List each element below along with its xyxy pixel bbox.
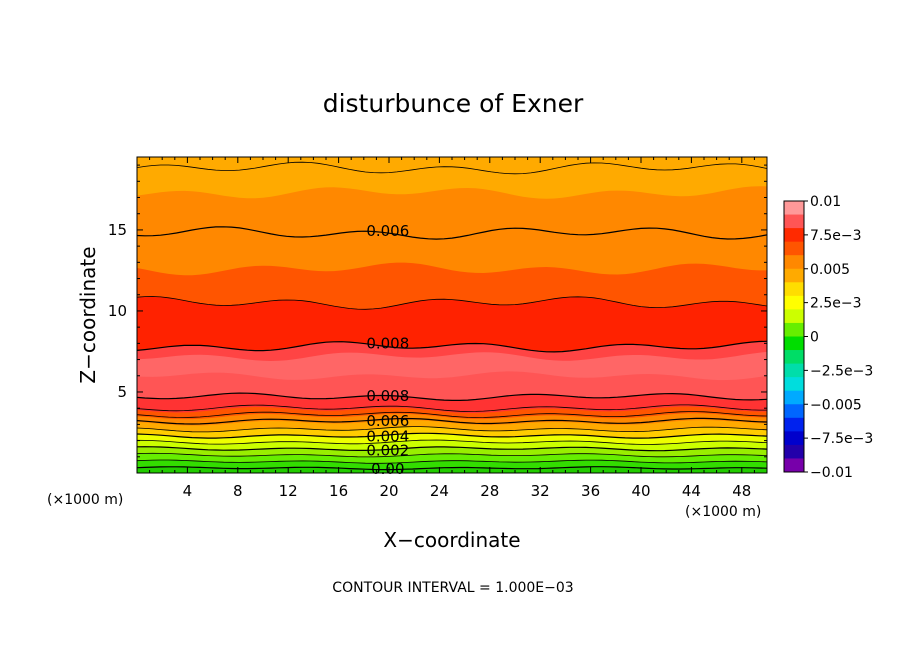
contour-line (137, 426, 767, 433)
contour-label: 0.004 (366, 428, 409, 446)
contour-line (137, 161, 767, 175)
colorbar-ticks: 0.01 7.5e−3 0.005 2.5e−3 0 −2.5e−3 −0.005 −7.5e… (804, 194, 873, 481)
colorbar-tick-label: −2.5e−3 (810, 363, 873, 379)
contour-line (137, 226, 767, 240)
y-tick-label: 10 (108, 302, 127, 320)
contour-label: 0.002 (366, 441, 409, 459)
x-tick-label: 36 (581, 482, 600, 500)
colorbar (784, 201, 804, 473)
x-tick-label: 44 (682, 482, 701, 500)
colorbar-swatch (784, 336, 804, 351)
colorbar-tick-label: 2.5e−3 (810, 296, 862, 312)
chart-title: disturbunce of Exner (323, 89, 584, 118)
contour-line (137, 417, 767, 425)
colorbar-swatch (784, 417, 804, 432)
contour-line (137, 432, 767, 439)
x-tick-label: 8 (233, 482, 243, 500)
x-tick-label: 16 (329, 482, 348, 500)
colorbar-swatch (784, 214, 804, 229)
contour-line (137, 452, 767, 458)
colorbar-swatch (784, 458, 804, 473)
contour-label: 0.006 (366, 412, 409, 430)
contour-line (137, 296, 767, 310)
contour-label: 0.008 (366, 387, 409, 405)
colorbar-swatch (784, 228, 804, 243)
x-tick-label: 12 (279, 482, 298, 500)
x-tick-label: 20 (379, 482, 398, 500)
colorbar-swatch (784, 295, 804, 310)
colorbar-swatch (784, 350, 804, 364)
x-tick-label: 40 (631, 482, 650, 500)
contour-band (137, 466, 767, 473)
colorbar-tick-label: −7.5e−3 (810, 431, 873, 447)
colorbar-tick-label: −0.005 (810, 397, 862, 413)
colorbar-swatch (784, 444, 804, 459)
contour-line (137, 392, 767, 401)
contour-label: 0.006 (366, 222, 409, 240)
colorbar-swatch (784, 404, 804, 419)
colorbar-tick-label: 7.5e−3 (810, 228, 862, 244)
contour-line (137, 411, 767, 419)
x-tick-label: 24 (430, 482, 449, 500)
filled-contour-bands (137, 157, 767, 473)
contour-line (137, 439, 767, 445)
contour-line (137, 340, 767, 353)
colorbar-swatch (784, 282, 804, 297)
y-axis-ticks: 5 10 15 (108, 164, 767, 458)
y-tick-label: 5 (117, 383, 127, 401)
colorbar-swatch (784, 241, 804, 256)
contour-interval-note: CONTOUR INTERVAL = 1.000E−03 (332, 580, 573, 596)
colorbar-tick-label: 0.01 (810, 194, 841, 210)
colorbar-swatch (784, 322, 804, 337)
x-unit-right: (×1000 m) (685, 504, 761, 520)
colorbar-swatch (784, 363, 804, 378)
contour-line (137, 466, 767, 471)
colorbar-tick-label: 0.005 (810, 262, 850, 278)
x-tick-label: 28 (480, 482, 499, 500)
contour-line (137, 404, 767, 412)
contour-lines (137, 161, 767, 471)
colorbar-swatch (784, 309, 804, 324)
colorbar-swatch (784, 390, 804, 405)
colorbar-swatch (784, 377, 804, 392)
y-axis-title: Z−coordinate (76, 246, 100, 383)
x-axis-title: X−coordinate (383, 528, 520, 552)
contour-line (137, 459, 767, 464)
x-unit-left: (×1000 m) (47, 492, 123, 508)
x-axis-ticks: 4 8 12 16 20 24 28 32 36 40 44 48 (149, 157, 755, 500)
colorbar-tick-label: 0 (810, 330, 819, 346)
colorbar-swatch (784, 201, 804, 215)
contour-label: 0.00 (371, 460, 404, 478)
y-tick-label: 15 (108, 221, 127, 239)
colorbar-swatch (784, 268, 804, 283)
colorbar-tick-label: −0.01 (810, 465, 853, 481)
colorbar-swatch (784, 431, 804, 446)
x-tick-label: 4 (183, 482, 193, 500)
contour-label: 0.008 (366, 335, 409, 353)
contour-line (137, 446, 767, 452)
x-tick-label: 48 (732, 482, 751, 500)
x-tick-label: 32 (531, 482, 550, 500)
colorbar-swatch (784, 255, 804, 270)
